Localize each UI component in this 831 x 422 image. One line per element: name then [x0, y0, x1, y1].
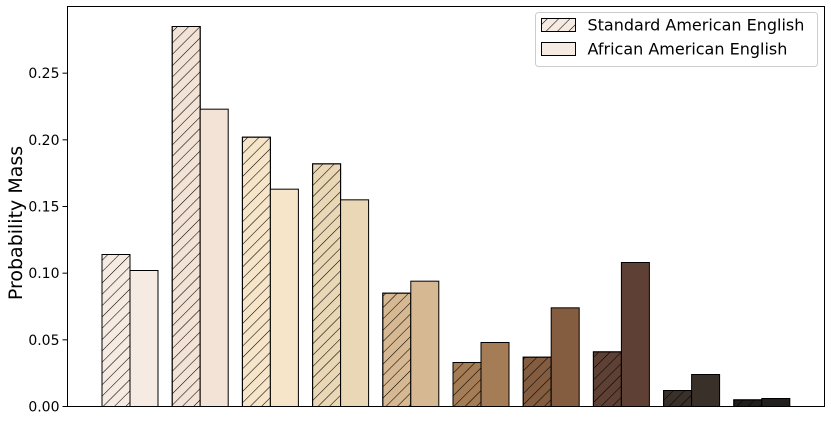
bar-hatch-4: [312, 163, 342, 407]
bar-hatch-7: [522, 356, 552, 407]
bar-hatch-10: [733, 399, 763, 408]
bar-aae-10: [761, 398, 791, 407]
y-tick-label: 0.15: [28, 200, 59, 216]
bar-hatch-9: [663, 390, 693, 407]
legend-box: [535, 12, 818, 67]
bar-aae-9: [691, 374, 721, 407]
bar-aae-4: [340, 199, 370, 407]
y-tick-label: 0.20: [28, 133, 59, 149]
bar-hatch-1: [101, 254, 131, 407]
bar-aae-8: [620, 262, 650, 407]
y-axis: 0.00 0.05 0.10 0.15 0.20 0.25: [28, 66, 68, 416]
legend-label: Standard American English: [588, 16, 805, 35]
y-tick-label: 0.10: [28, 266, 59, 282]
bar-aae-7: [550, 307, 580, 408]
legend: Standard American English African America…: [535, 12, 818, 67]
legend-swatch: [541, 42, 576, 56]
plot-frame: [67, 6, 825, 407]
bar-hatch-2: [171, 26, 201, 407]
bar-hatch-5: [382, 292, 412, 407]
y-tick-label: 0.25: [28, 66, 59, 82]
bar-hatch-8: [592, 351, 622, 408]
bar-aae-3: [269, 188, 299, 407]
legend-label: African American English: [588, 40, 788, 59]
bar-aae-5: [410, 280, 440, 407]
y-tick-label: 0.05: [28, 333, 59, 349]
bar-hatch-3: [241, 136, 271, 408]
bar-aae-2: [199, 108, 229, 408]
bar-aae-6: [480, 342, 510, 407]
bar-hatch-6: [452, 362, 482, 407]
bar-aae-1: [129, 270, 159, 407]
bars-group: [101, 26, 791, 408]
y-tick-label: 0.00: [28, 400, 59, 416]
legend-swatch-hatch: [541, 18, 576, 32]
y-axis-label: Probability Mass: [5, 146, 27, 300]
